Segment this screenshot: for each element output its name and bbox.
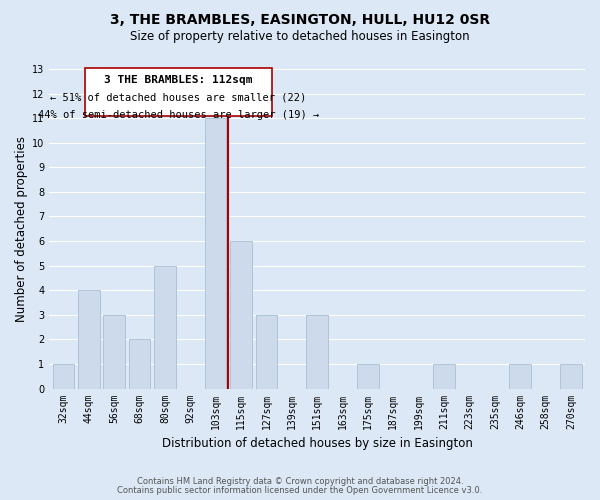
- Bar: [509, 364, 531, 388]
- X-axis label: Distribution of detached houses by size in Easington: Distribution of detached houses by size …: [162, 437, 473, 450]
- Bar: [205, 118, 226, 388]
- Bar: [103, 315, 125, 388]
- Text: Contains public sector information licensed under the Open Government Licence v3: Contains public sector information licen…: [118, 486, 482, 495]
- Bar: [230, 241, 252, 388]
- Bar: [357, 364, 379, 388]
- FancyBboxPatch shape: [85, 68, 272, 116]
- Y-axis label: Number of detached properties: Number of detached properties: [15, 136, 28, 322]
- Text: 44% of semi-detached houses are larger (19) →: 44% of semi-detached houses are larger (…: [38, 110, 319, 120]
- Bar: [129, 340, 151, 388]
- Bar: [560, 364, 582, 388]
- Text: 3 THE BRAMBLES: 112sqm: 3 THE BRAMBLES: 112sqm: [104, 75, 253, 85]
- Text: 3, THE BRAMBLES, EASINGTON, HULL, HU12 0SR: 3, THE BRAMBLES, EASINGTON, HULL, HU12 0…: [110, 12, 490, 26]
- Bar: [256, 315, 277, 388]
- Text: Contains HM Land Registry data © Crown copyright and database right 2024.: Contains HM Land Registry data © Crown c…: [137, 477, 463, 486]
- Bar: [433, 364, 455, 388]
- Text: ← 51% of detached houses are smaller (22): ← 51% of detached houses are smaller (22…: [50, 92, 307, 102]
- Bar: [78, 290, 100, 388]
- Bar: [307, 315, 328, 388]
- Bar: [53, 364, 74, 388]
- Text: Size of property relative to detached houses in Easington: Size of property relative to detached ho…: [130, 30, 470, 43]
- Bar: [154, 266, 176, 388]
